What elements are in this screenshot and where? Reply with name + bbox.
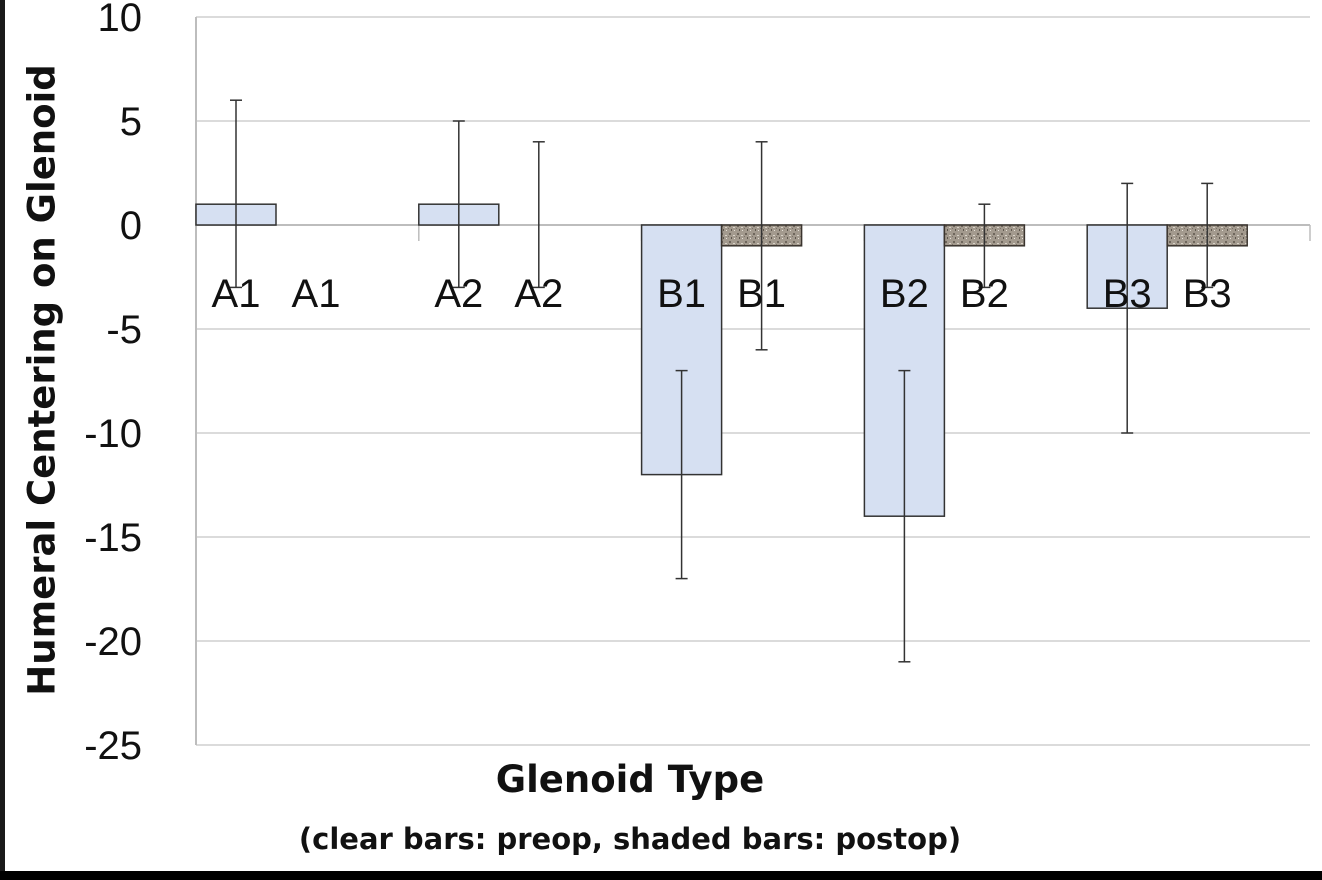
y-tick-label: -15: [84, 516, 142, 560]
chart-subtitle: (clear bars: preop, shaded bars: postop): [298, 822, 962, 856]
bar-category-label: B3: [1183, 272, 1232, 316]
y-tick-label: 5: [120, 100, 142, 144]
bar-category-label: A2: [434, 272, 483, 316]
bar-category-label: B1: [737, 272, 786, 316]
bar-category-label: A2: [514, 272, 563, 316]
bar-category-label: B1: [657, 272, 706, 316]
y-tick-label: 0: [120, 204, 142, 248]
bar-category-label: A1: [212, 272, 261, 316]
left-border: [0, 0, 5, 880]
y-tick-label: -10: [84, 412, 142, 456]
y-tick-label: 10: [98, 0, 143, 40]
y-tick-label: -20: [84, 620, 142, 664]
bar-category-label: A1: [292, 272, 341, 316]
y-axis-label: Humeral Centering on Glenoid: [20, 64, 64, 696]
y-tick-label: -25: [84, 724, 142, 768]
bar-category-label: B2: [880, 272, 929, 316]
bar-category-label: B3: [1103, 272, 1152, 316]
y-tick-label: -5: [106, 308, 142, 352]
bar-category-label: B2: [960, 272, 1009, 316]
bottom-border: [0, 871, 1322, 880]
x-axis-label: Glenoid Type: [495, 758, 765, 801]
